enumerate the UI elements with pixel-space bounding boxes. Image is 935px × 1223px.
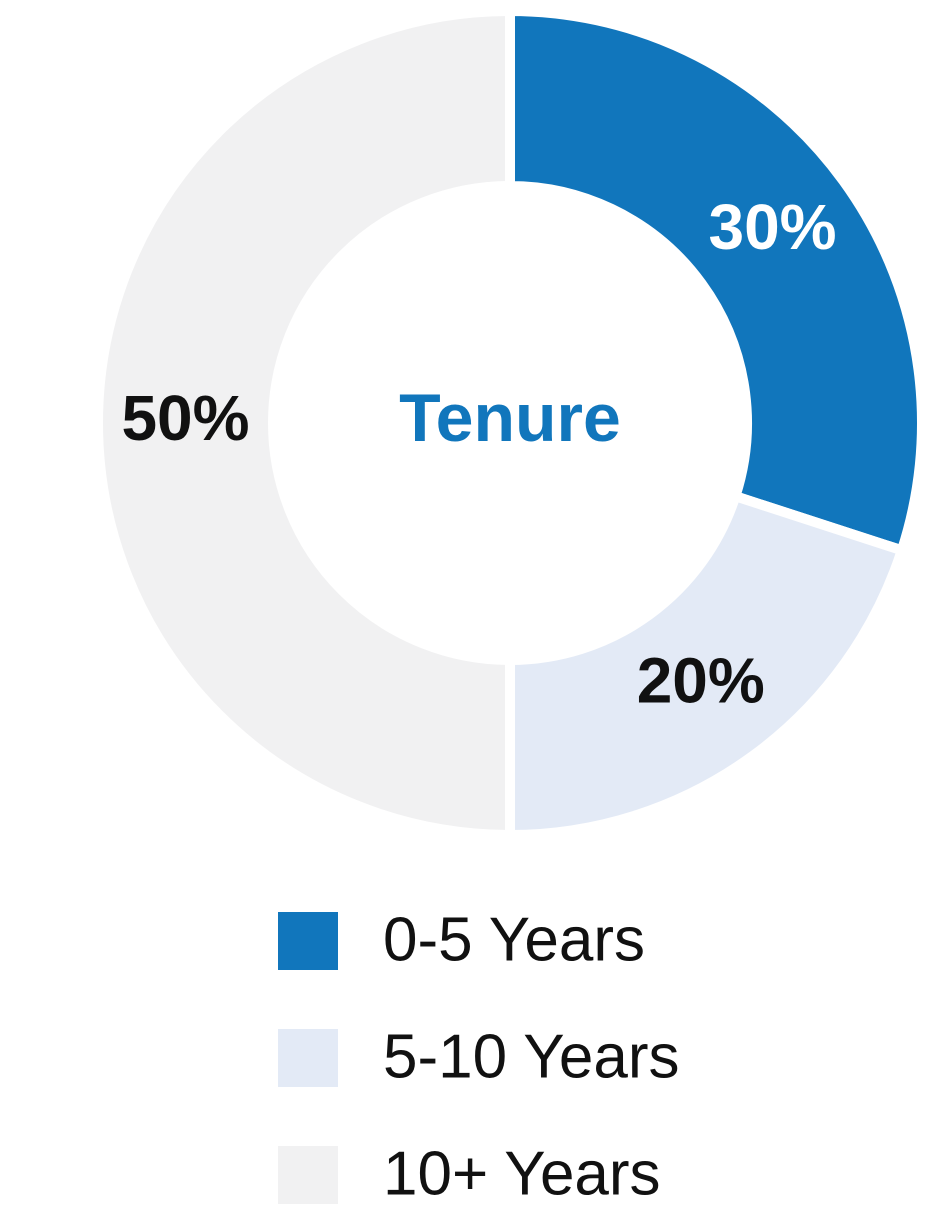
legend-swatch <box>278 1029 338 1087</box>
legend-swatch <box>278 912 338 970</box>
legend-label: 5-10 Years <box>383 1022 679 1091</box>
data-label: 30% <box>708 191 836 263</box>
data-label: 50% <box>121 382 249 454</box>
donut-segment <box>93 5 515 841</box>
data-label: 20% <box>637 644 765 716</box>
donut-segment <box>505 5 927 557</box>
legend-label: 0-5 Years <box>383 905 645 974</box>
legend-swatch <box>278 1146 338 1204</box>
legend-label: 10+ Years <box>383 1139 661 1208</box>
chart-title: Tenure <box>399 380 621 456</box>
donut-segment <box>505 489 909 841</box>
